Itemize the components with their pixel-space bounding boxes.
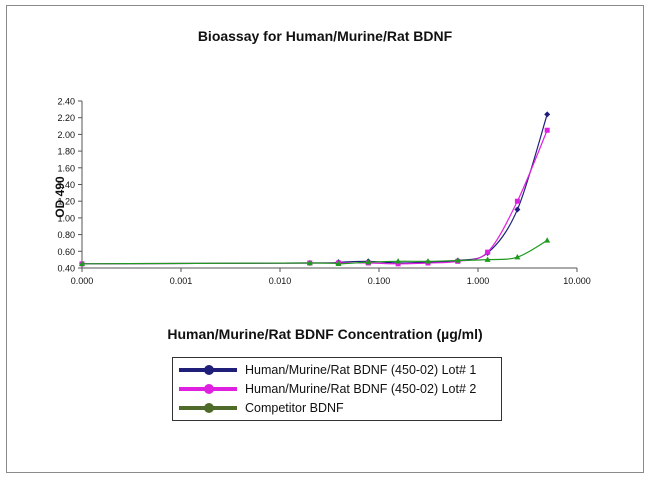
- legend-swatch-lot1: [179, 361, 237, 379]
- legend-label-lot2: Human/Murine/Rat BDNF (450-02) Lot# 2: [245, 382, 477, 396]
- x-tick-label: 10.000: [563, 276, 591, 286]
- y-tick-label: 2.20: [57, 113, 75, 123]
- legend-item-lot2: Human/Murine/Rat BDNF (450-02) Lot# 2: [179, 380, 476, 398]
- data-point-series-0: [544, 111, 551, 118]
- y-tick-label: 1.00: [57, 213, 75, 223]
- y-tick-label: 2.00: [57, 130, 75, 140]
- y-tick-label: 1.60: [57, 163, 75, 173]
- data-point-series-2: [306, 259, 313, 266]
- x-tick-label: 0.010: [269, 276, 292, 286]
- y-tick-label: 1.20: [57, 197, 75, 207]
- chart-title: Bioassay for Human/Murine/Rat BDNF: [197, 28, 453, 44]
- data-point-series-1: [485, 249, 491, 255]
- legend-label-competitor: Competitor BDNF: [245, 401, 344, 415]
- legend-swatch-competitor: [179, 399, 237, 417]
- data-point-series-2: [79, 260, 85, 267]
- legend-item-competitor: Competitor BDNF: [179, 399, 344, 417]
- series-line-1: [81, 129, 548, 265]
- y-tick-label: 0.40: [57, 264, 75, 274]
- data-point-series-2: [544, 237, 551, 243]
- x-tick-label: 1.000: [467, 276, 490, 286]
- y-tick-label: 2.40: [57, 97, 75, 107]
- legend-item-lot1: Human/Murine/Rat BDNF (450-02) Lot# 1: [179, 361, 476, 379]
- data-point-series-2: [424, 258, 431, 264]
- series-line-0: [81, 114, 548, 265]
- x-tick-label: 0.100: [368, 276, 391, 286]
- y-tick-label: 0.60: [57, 247, 75, 257]
- legend-label-lot1: Human/Murine/Rat BDNF (450-02) Lot# 1: [245, 363, 477, 377]
- data-point-series-1: [395, 261, 401, 267]
- data-point-series-1: [514, 198, 520, 204]
- y-tick-label: 1.80: [57, 147, 75, 157]
- x-tick-label: 0.001: [170, 276, 193, 286]
- data-point-series-2: [484, 256, 491, 262]
- data-point-series-2: [365, 258, 372, 265]
- x-axis-label: Human/Murine/Rat BDNF Concentration (µg/…: [167, 326, 483, 342]
- legend-swatch-lot2: [179, 380, 237, 398]
- data-point-series-2: [395, 258, 402, 264]
- data-point-series-0: [514, 206, 521, 213]
- data-point-series-1: [544, 127, 550, 133]
- y-tick-label: 0.80: [57, 230, 75, 240]
- chart-legend: Human/Murine/Rat BDNF (450-02) Lot# 1 Hu…: [172, 357, 502, 421]
- y-tick-label: 1.40: [57, 180, 75, 190]
- series-line-2: [81, 239, 548, 265]
- x-tick-label: 0.000: [71, 276, 94, 286]
- data-point-series-2: [335, 260, 342, 267]
- data-point-series-2: [514, 253, 521, 260]
- data-point-series-2: [454, 257, 461, 263]
